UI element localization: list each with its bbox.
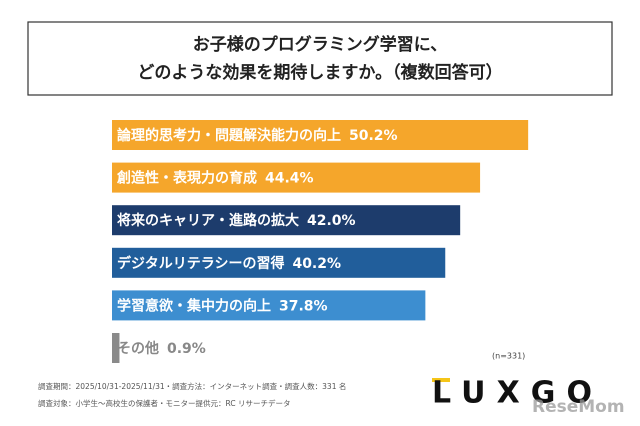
category-label: 創造性・表現力の育成 — [116, 170, 257, 187]
bar-label: 学習意欲・集中力の向上 37.8% — [117, 297, 328, 314]
bar — [112, 247, 446, 278]
logo-accent — [432, 378, 450, 382]
bar — [112, 205, 461, 236]
category-label: 論理的思考力・問題解決能力の向上 — [117, 127, 341, 144]
value-label: 40.2% — [292, 256, 341, 272]
value-label: 42.0% — [307, 213, 356, 229]
sample-note: (n=331) — [492, 352, 525, 361]
bar — [112, 120, 529, 150]
footnote: 調査対象：小学生～高校生の保護者・モニター提供元：RC リサーチデータ — [38, 398, 290, 408]
bar-label: 創造性・表現力の育成 44.4% — [116, 170, 314, 187]
bar — [112, 333, 120, 363]
title-box — [27, 21, 613, 96]
bar — [112, 162, 481, 193]
bar-label: 将来のキャリア・進路の拡大 42.0% — [117, 212, 356, 229]
chart-title: お子様のプログラミング学習に、 — [193, 34, 448, 55]
bar-label: その他 0.9% — [117, 340, 206, 357]
value-label: 37.8% — [279, 298, 328, 314]
chart-title: どのような効果を期待しますか。（複数回答可） — [137, 62, 502, 83]
bar — [112, 290, 426, 321]
watermark: ReseMom — [532, 397, 625, 417]
category-label: その他 — [117, 340, 159, 357]
value-label: 44.4% — [265, 171, 314, 187]
bar-label: 論理的思考力・問題解決能力の向上 50.2% — [117, 127, 398, 144]
bar-label: デジタルリテラシーの習得 40.2% — [117, 255, 341, 272]
category-label: デジタルリテラシーの習得 — [117, 255, 284, 272]
category-label: 将来のキャリア・進路の拡大 — [117, 212, 299, 229]
footnote: 調査期間：2025/10/31-2025/11/31・調査方法：インターネット調… — [38, 381, 346, 391]
value-label: 0.9% — [167, 341, 206, 357]
value-label: 50.2% — [349, 128, 398, 144]
category-label: 学習意欲・集中力の向上 — [117, 297, 271, 314]
